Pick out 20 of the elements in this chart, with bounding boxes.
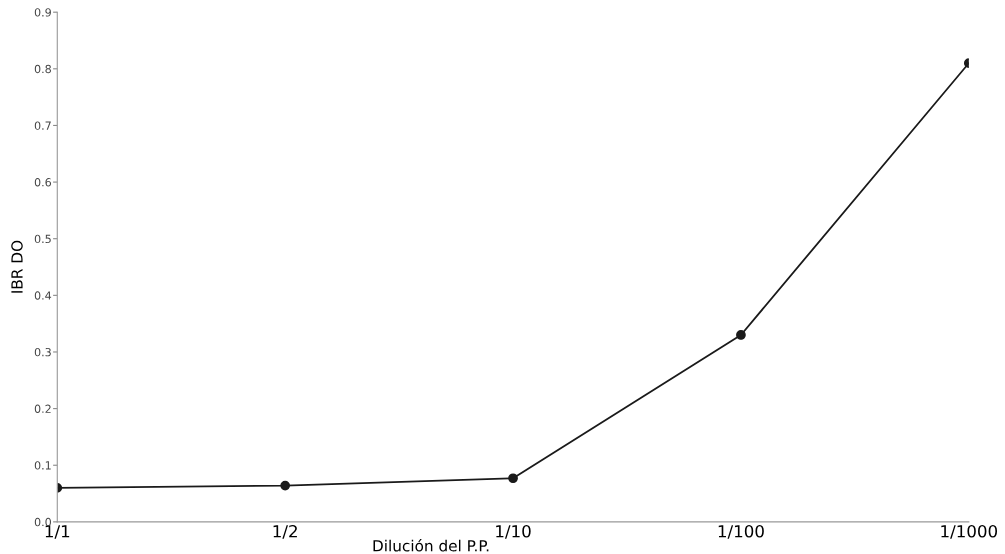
x-tick-label: 1/100: [718, 524, 764, 539]
y-tick-label: 0.6: [34, 178, 52, 187]
x-tick-label: 1/1000: [941, 524, 998, 539]
y-axis-title: IBR DO: [11, 240, 23, 293]
point: [280, 480, 291, 491]
y-tick-label: 0.3: [34, 347, 51, 357]
y-tick-label: 0.2: [34, 404, 51, 413]
x-tick-label: 1/1: [45, 525, 70, 539]
point: [508, 473, 518, 484]
y-tick-label: 0.9: [34, 8, 51, 17]
point: [736, 330, 746, 340]
y-tick-label: 0.7: [34, 121, 51, 130]
y-tick-label: 0.8: [34, 64, 51, 74]
y-tick-label: 0.1: [34, 461, 51, 470]
y-tick-label: 0.4: [34, 291, 52, 300]
x-tick-label: 1/2: [273, 524, 297, 539]
y-tick-label: 0.0: [34, 517, 51, 527]
x-tick-label: 1/10: [496, 524, 531, 539]
y-tick-label: 0.5: [34, 234, 51, 244]
x-axis-title: Dilución del P.P.: [373, 539, 489, 552]
